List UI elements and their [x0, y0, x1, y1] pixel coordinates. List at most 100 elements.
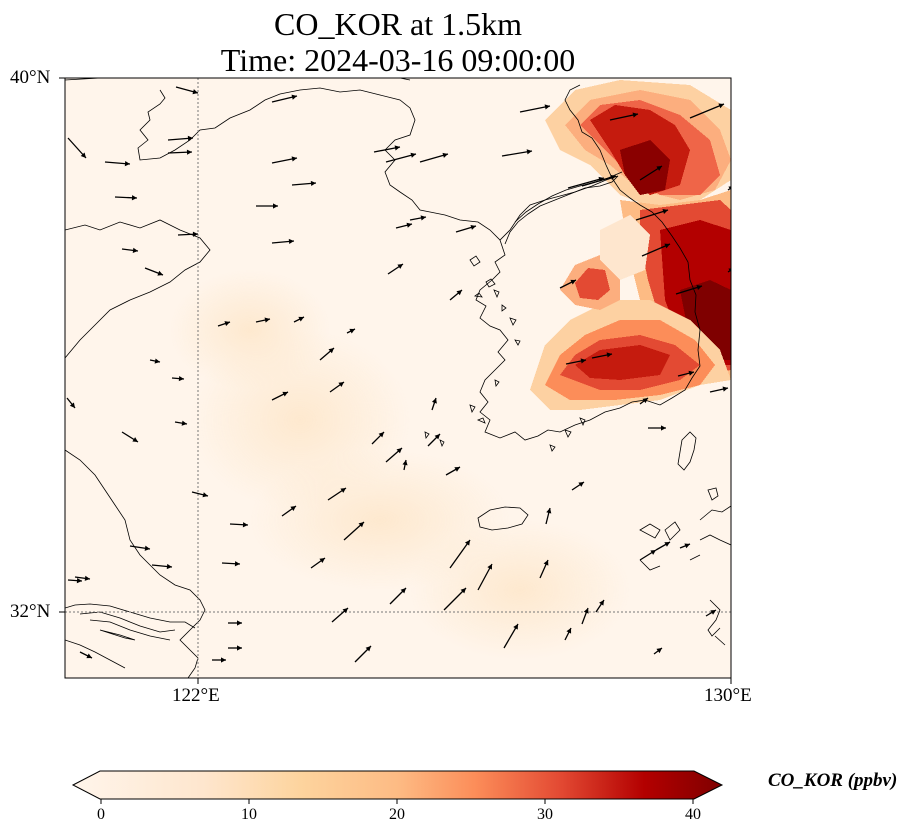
wind-arrow-shaft — [519, 105, 551, 113]
wind-arrow-head — [237, 620, 242, 626]
wind-arrow-head — [526, 149, 532, 155]
wind-arrow-shaft — [727, 187, 731, 191]
wind-arrow-shaft — [635, 209, 669, 221]
wind-arrow-head — [234, 561, 240, 567]
wind-arrow-head — [291, 94, 297, 100]
wind-arrow-shaft — [449, 539, 471, 569]
wind-arrow-head — [599, 600, 604, 606]
wind-arrow-head — [728, 268, 731, 273]
wind-arrow-head — [342, 608, 348, 614]
coastlines — [65, 78, 731, 678]
wind-arrow-shaft — [581, 175, 617, 187]
wind-arrow-head — [400, 588, 406, 594]
wind-arrow-head — [298, 316, 304, 322]
co-high-concentration-field — [530, 80, 731, 410]
wind-vectors — [66, 86, 731, 663]
colorbar — [71, 770, 724, 804]
wind-arrow-shaft — [689, 103, 725, 119]
wind-arrow-head — [154, 358, 160, 364]
wind-arrow-head — [124, 161, 130, 167]
wind-arrow-head — [178, 375, 184, 382]
wind-arrow-head — [340, 488, 346, 493]
wind-arrow-head — [328, 348, 334, 354]
wind-arrow-head — [181, 420, 187, 426]
wind-arrow-head — [144, 545, 150, 551]
wind-arrow-head — [722, 386, 728, 392]
wind-arrow-head — [642, 398, 648, 404]
colorbar-label: CO_KOR (ppbv) — [768, 770, 898, 791]
wind-arrow-head — [237, 645, 242, 651]
wind-arrow-shaft — [567, 177, 605, 189]
wind-arrow-head — [487, 564, 492, 570]
wind-arrow-head — [187, 135, 193, 141]
wind-arrow-head — [202, 492, 208, 498]
wind-arrow-head — [431, 398, 437, 404]
colorbar-tick-0: 0 — [97, 806, 105, 823]
wind-arrow-head — [664, 542, 670, 547]
wind-arrow-head — [264, 317, 270, 323]
wind-arrow-head — [242, 522, 248, 528]
wind-arrow-head — [224, 321, 230, 327]
map-plot-area — [65, 78, 731, 678]
wind-arrow-head — [662, 209, 668, 214]
wind-arrow-head — [192, 89, 198, 95]
wind-arrow-head — [132, 437, 138, 442]
wind-arrow-head — [544, 104, 550, 110]
wind-arrow-head — [696, 284, 702, 290]
wind-arrow-head — [365, 646, 371, 652]
wind-arrow-head — [319, 558, 325, 564]
wind-arrow-head — [513, 624, 518, 630]
wind-arrow-head — [434, 434, 440, 440]
wind-arrow-head — [543, 560, 549, 566]
wind-arrow-head — [570, 279, 576, 285]
wind-arrow-head — [310, 180, 316, 187]
wind-arrow-head — [464, 540, 470, 546]
wind-arrow-head — [273, 203, 278, 209]
wind-arrow-head — [410, 152, 416, 158]
wind-arrow-head — [546, 508, 552, 514]
colorbar-tick-30: 30 — [537, 806, 553, 823]
wind-arrow-head — [80, 152, 86, 158]
wind-arrow-head — [684, 543, 690, 549]
wind-arrow-head — [394, 145, 400, 151]
wind-arrow-head — [710, 610, 716, 615]
wind-arrow-head — [186, 149, 192, 155]
wind-arrow-head — [656, 648, 662, 654]
wind-arrow-head — [131, 195, 137, 201]
wind-arrow-head — [578, 482, 584, 487]
wind-arrow-head — [166, 563, 172, 570]
wind-arrow-head — [583, 608, 589, 614]
colorbar-tick-20: 20 — [389, 806, 405, 823]
map-title-line1: CO_KOR at 1.5km — [274, 6, 522, 42]
wind-arrow-head — [664, 243, 670, 249]
wind-arrow-head — [132, 247, 138, 253]
wind-arrow-head — [282, 391, 288, 397]
wind-arrow-shaft — [641, 243, 671, 257]
wind-arrow-head — [349, 328, 355, 334]
wind-arrow-head — [661, 425, 666, 431]
wind-arrow-head — [86, 653, 92, 659]
wind-arrow-head — [718, 103, 724, 109]
wind-arrow-shaft — [727, 269, 731, 273]
wind-arrow-shaft — [385, 153, 417, 163]
wind-arrow-head — [358, 522, 364, 528]
wind-arrow-head — [688, 370, 694, 376]
gridlines — [65, 78, 731, 678]
wind-arrow-head — [632, 112, 638, 118]
wind-arrow-head — [338, 382, 344, 388]
wind-arrow-head — [291, 156, 297, 162]
map-frame — [64, 77, 732, 679]
colorbar-scale — [71, 770, 724, 800]
wind-arrow-head — [378, 432, 384, 438]
wind-arrow-head — [606, 352, 612, 358]
co-low-concentration-field — [170, 270, 630, 660]
wind-arrow-shaft — [443, 587, 467, 611]
wind-arrow-head — [76, 578, 82, 584]
lon-label-130e: 130°E — [704, 685, 752, 706]
wind-arrow-head — [442, 152, 448, 158]
wind-arrow-head — [84, 575, 90, 581]
wind-arrow-head — [728, 186, 731, 191]
wind-arrow-head — [69, 402, 75, 408]
map-title-line2: Time: 2024-03-16 09:00:00 — [220, 42, 576, 78]
